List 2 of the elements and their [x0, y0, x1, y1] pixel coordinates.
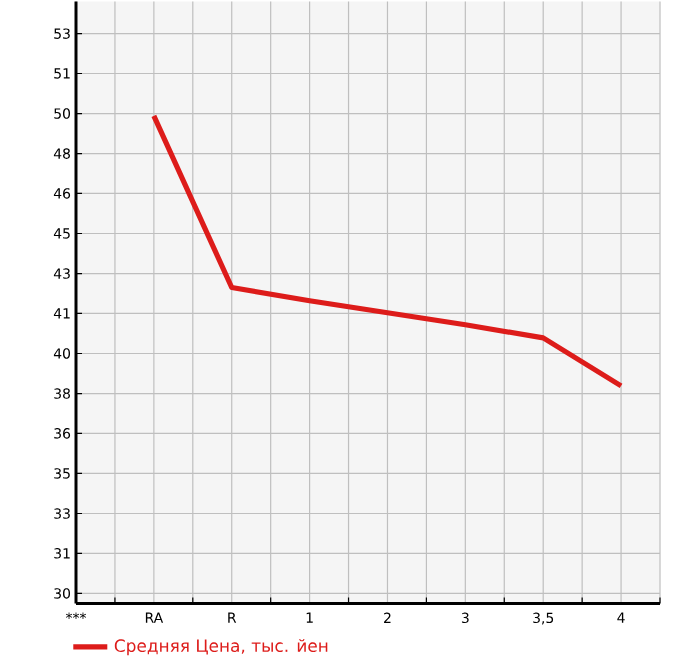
line-series [151, 113, 624, 389]
legend-label: Средняя Цена, тыс. йен [114, 639, 328, 656]
